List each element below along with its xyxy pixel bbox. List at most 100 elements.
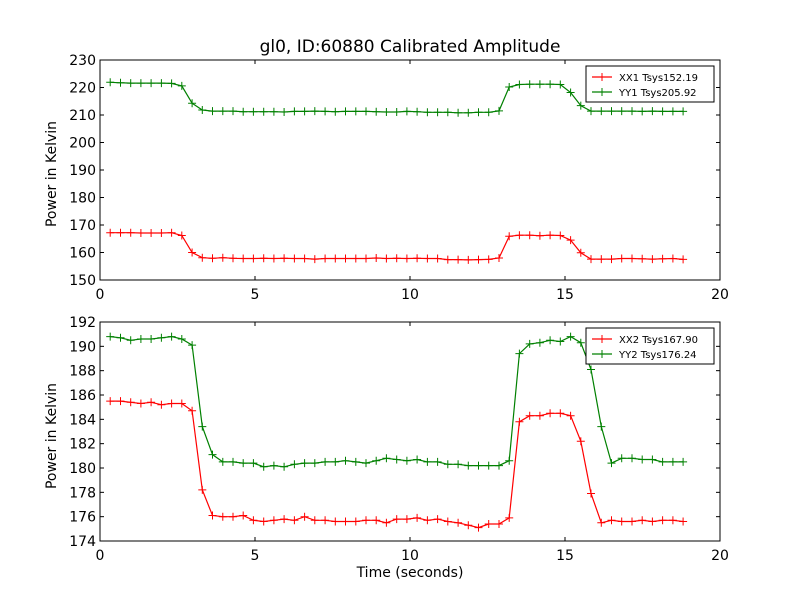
bottom-series-2-point <box>126 336 135 345</box>
top-series-1-point <box>269 254 278 263</box>
bottom-series-1-point <box>331 517 340 526</box>
top-series-1-point <box>515 231 524 240</box>
bottom-y-tick-label: 182 <box>69 437 96 453</box>
top-series-1-point <box>177 231 186 240</box>
top-y-tick-label: 230 <box>69 53 96 69</box>
bottom-series-2-point <box>290 460 299 469</box>
top-x-tick-label: 0 <box>96 287 105 303</box>
top-series-1-point <box>495 254 503 262</box>
bottom-series-2-point <box>208 450 217 459</box>
top-series-2-point <box>679 107 688 116</box>
top-series-1-point <box>382 254 391 263</box>
bottom-series-2-point <box>628 454 636 463</box>
bottom-series-1-point <box>402 515 411 524</box>
bottom-series-2-point <box>167 332 176 341</box>
bottom-series-1-point <box>362 516 370 525</box>
bottom-series-2-point <box>413 455 422 464</box>
top-series-1-point <box>566 236 575 245</box>
top-series-2-point <box>362 107 370 116</box>
bottom-series-1-point <box>546 409 555 418</box>
bottom-series-2-point <box>321 457 330 466</box>
bottom-series-1-point <box>321 516 330 525</box>
top-series-2-point <box>351 107 360 116</box>
top-series-2-point <box>648 107 657 116</box>
top-series-1-point <box>413 254 422 263</box>
bottom-series-1-point <box>679 517 688 526</box>
top-y-tick-label: 150 <box>69 273 96 289</box>
top-series-1-point <box>546 231 555 240</box>
top-series-1-point <box>249 254 258 263</box>
bottom-series-2-point <box>106 332 115 341</box>
bottom-series-1-point <box>648 517 657 526</box>
bottom-series-2-point <box>300 459 309 468</box>
top-x-tick-label: 10 <box>401 287 419 303</box>
bottom-series-1-point <box>464 521 473 530</box>
top-y-tick-label: 160 <box>69 246 96 262</box>
bottom-series-2-point <box>177 335 186 343</box>
top-series-2-point <box>208 107 217 116</box>
bottom-series-1-point <box>259 517 268 526</box>
top-series-2-point <box>106 78 115 87</box>
top-series-1-point <box>587 255 595 264</box>
bottom-series-2-point <box>188 341 197 350</box>
top-series-2-point <box>177 81 186 90</box>
top-series-2-point <box>525 80 534 89</box>
top-series-2-point <box>495 106 503 115</box>
bottom-series-2-point <box>505 456 514 465</box>
top-y-tick-label: 220 <box>69 81 96 97</box>
top-x-tick-label: 5 <box>251 287 260 303</box>
top-series-2-point <box>638 107 647 116</box>
top-series-1-point <box>648 255 657 264</box>
top-series-1-point <box>157 229 166 237</box>
bottom-legend: XX2 Tsys167.90 YY2 Tsys176.24 <box>585 327 715 365</box>
bottom-y-tick-label: 188 <box>69 364 96 380</box>
top-series-2-point <box>668 107 677 116</box>
top-series-2-point <box>126 79 135 88</box>
bottom-series-1-point <box>668 516 677 525</box>
top-series-2-point <box>341 107 350 116</box>
bottom-series-2-point <box>433 457 442 466</box>
bottom-series-2-point <box>116 333 125 342</box>
bottom-series-2-point <box>372 456 381 465</box>
bottom-series-1-point <box>525 411 534 420</box>
top-series-1-point <box>341 254 350 263</box>
bottom-series-2-point <box>464 461 473 470</box>
top-series-1-point <box>392 254 401 263</box>
bottom-series-2-point <box>668 457 677 466</box>
top-series-1-point <box>617 254 626 263</box>
top-series-1-point <box>443 255 452 264</box>
top-y-tick-label: 200 <box>69 136 96 152</box>
bottom-series-1-point <box>239 511 248 520</box>
bottom-x-tick-label: 20 <box>711 548 729 564</box>
bottom-series-1-point <box>556 409 565 418</box>
bottom-series-1-point <box>597 518 606 527</box>
bottom-series-1-point <box>280 515 289 524</box>
top-series-2-point <box>535 80 544 89</box>
bottom-series-1-point <box>116 397 125 406</box>
top-legend-marker-2 <box>598 88 606 96</box>
top-axes-frame <box>99 59 721 281</box>
bottom-series-2-point <box>198 422 207 431</box>
top-series-2-point <box>423 108 432 117</box>
bottom-series-1-point <box>269 516 278 525</box>
top-series-2-point <box>310 107 319 116</box>
top-series-2-point <box>515 80 524 89</box>
top-series-2-point <box>280 108 289 116</box>
top-series-1-point <box>372 254 381 262</box>
top-series-1-point <box>668 254 677 263</box>
top-series-2-point <box>300 107 309 116</box>
top-series-1-point <box>116 228 125 237</box>
top-series-1-point <box>208 254 217 263</box>
top-legend: XX1 Tsys152.19 YY1 Tsys205.92 <box>585 65 715 103</box>
top-series-1-point <box>259 254 268 263</box>
top-series-2-point <box>443 108 452 117</box>
top-series-1-point <box>362 254 370 263</box>
top-series-2-point <box>392 108 401 116</box>
bottom-series-2-point <box>310 459 319 468</box>
bottom-series-2-point <box>280 462 289 471</box>
x-axis-label: Time (seconds) <box>356 565 464 581</box>
bottom-axes: 0 5 10 15 20 174 176 178 180 182 184 186 188 190 192 XX… <box>69 315 729 564</box>
bottom-x-tick-label: 0 <box>96 548 105 564</box>
top-series-2-point <box>617 107 626 116</box>
